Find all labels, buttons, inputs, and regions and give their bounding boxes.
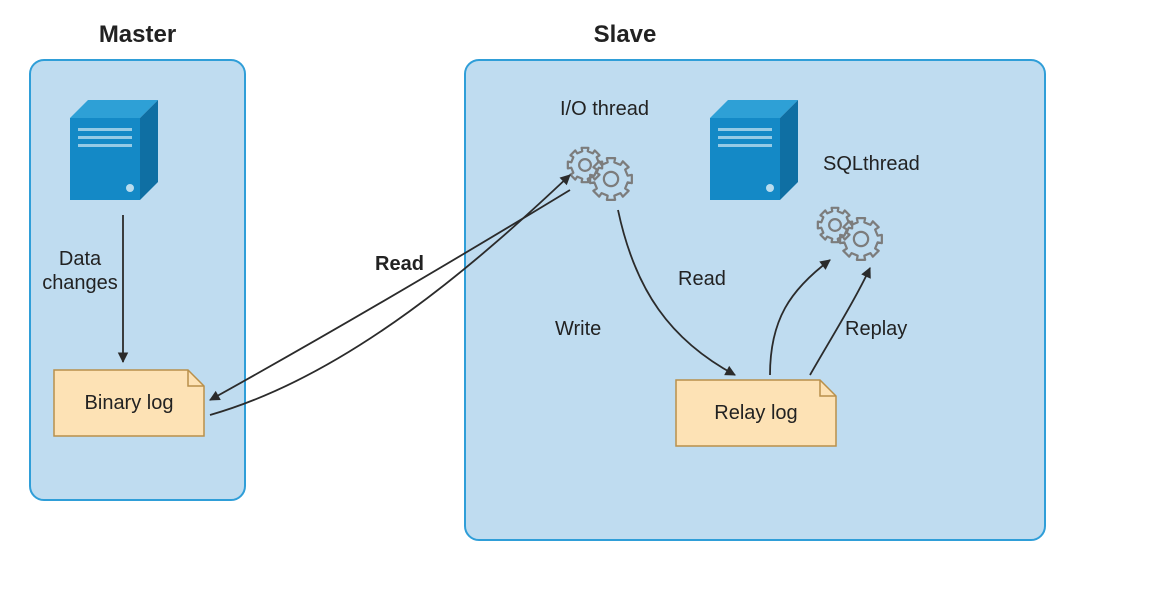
binary-log-doc-label: Binary log [85,392,174,414]
edge-label-relay-to-sql-replay: Replay [845,318,907,340]
edge-label-io-to-binlog: Read [375,253,424,275]
io-thread-label: I/O thread [560,98,649,120]
relay-log-doc-label: Relay log [714,402,797,424]
binary-log-doc: Binary log [54,370,204,436]
slave-server-icon [710,100,798,200]
sql-thread-label: SQLthread [823,153,920,175]
edge-label-relay-to-sql-read: Read [678,268,726,290]
edge-label-io-to-relay: Write [555,318,601,340]
master-server-icon [70,100,158,200]
slave-title: Slave [594,21,657,48]
relay-log-doc: Relay log [676,380,836,446]
master-title: Master [99,21,176,48]
